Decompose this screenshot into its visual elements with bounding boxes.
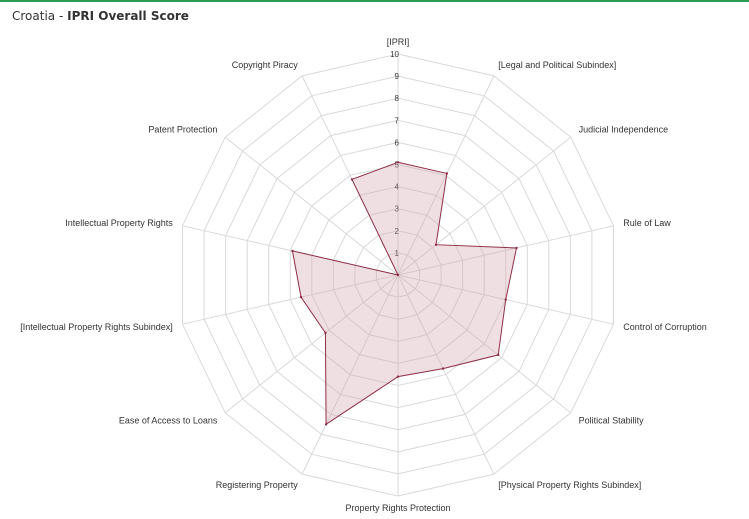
series-point [445,172,449,175]
grid-spoke [397,136,572,276]
grid-spoke [397,274,495,475]
grid-spoke [397,274,572,414]
series-point [396,161,400,164]
tick-label: 5 [395,161,400,170]
axis-label: Judicial Independence [579,125,669,135]
axis-label: Control of Corruption [623,322,707,332]
axis-label: Property Rights Protection [345,503,450,513]
country-name: Croatia [12,9,56,23]
tick-label: 7 [395,116,400,125]
grid-spoke [397,75,495,276]
axis-label: Patent Protection [148,125,217,135]
radar-series [291,161,518,426]
tick-label: 9 [395,72,400,81]
series-point [434,243,438,246]
axis-label: [Physical Property Rights Subindex] [498,480,641,490]
series-point [291,249,294,253]
tick-label: 1 [395,249,400,258]
radar-grid [182,53,614,497]
tick-label: 3 [395,205,400,214]
tick-label: 10 [390,50,399,59]
series-point [324,423,328,426]
series-point [504,298,507,301]
axis-label: Rule of Law [623,218,671,228]
axis-label: Political Stability [579,415,645,425]
tick-label: 6 [395,138,400,147]
chart-heading: Croatia - IPRI Overall Score [12,9,189,23]
axis-label: Copyright Piracy [232,60,299,70]
axis-label: [Intellectual Property Rights Subindex] [20,322,173,332]
axis-label: Ease of Access to Loans [119,415,218,425]
tick-label: 8 [395,94,400,103]
tick-label: 4 [395,183,400,192]
grid-spoke [397,225,614,276]
axis-label: Intellectual Property Rights [65,218,173,228]
top-accent-rule [0,0,749,2]
chart-title: IPRI Overall Score [67,9,189,23]
series-point [299,295,303,299]
axis-label: [Legal and Political Subindex] [498,60,616,70]
radial-tick-labels: 1 2 3 4 5 6 7 8 9 10 [390,50,399,258]
series-point [396,375,400,378]
series-point [324,331,327,335]
series-point [515,246,518,250]
tick-label: 2 [395,227,400,236]
grid-spoke [301,274,399,475]
series-point [350,178,354,181]
series-area [291,161,518,426]
series-point [396,273,400,277]
axis-label: Registering Property [216,480,299,490]
axis-label: [IPRI] [387,37,410,47]
series-point [497,353,500,357]
grid-spoke [224,274,399,414]
series-point [441,367,445,370]
title-separator: - [55,9,68,23]
grid-spoke [224,136,399,276]
grid-spoke [182,274,399,325]
axis-labels: [IPRI] [Legal and Political Subindex] Judi… [20,37,707,513]
